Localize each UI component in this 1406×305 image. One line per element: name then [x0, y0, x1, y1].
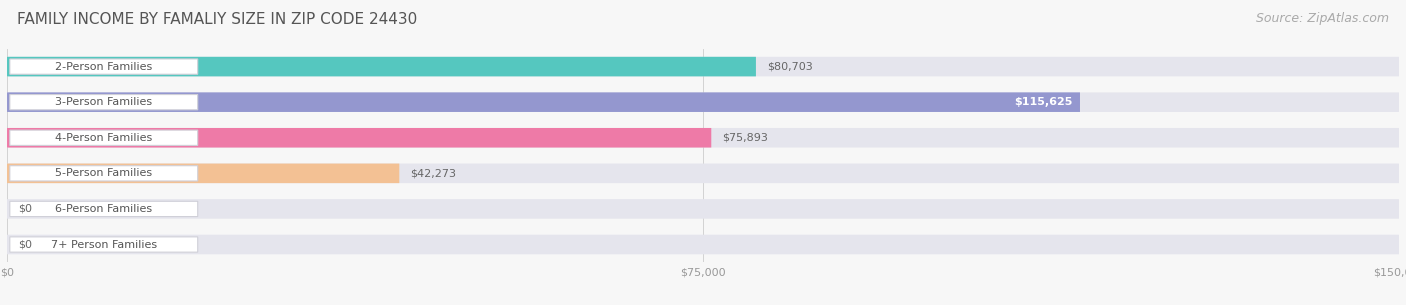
FancyBboxPatch shape	[7, 128, 711, 148]
FancyBboxPatch shape	[7, 199, 1399, 219]
FancyBboxPatch shape	[7, 235, 1399, 254]
FancyBboxPatch shape	[10, 130, 198, 145]
FancyBboxPatch shape	[7, 57, 1399, 76]
Text: $0: $0	[18, 204, 32, 214]
Text: 3-Person Families: 3-Person Families	[55, 97, 152, 107]
FancyBboxPatch shape	[10, 95, 198, 110]
FancyBboxPatch shape	[10, 166, 198, 181]
FancyBboxPatch shape	[10, 201, 198, 217]
Text: 4-Person Families: 4-Person Families	[55, 133, 152, 143]
Text: 5-Person Families: 5-Person Families	[55, 168, 152, 178]
Text: Source: ZipAtlas.com: Source: ZipAtlas.com	[1256, 12, 1389, 25]
FancyBboxPatch shape	[10, 237, 198, 252]
Text: $80,703: $80,703	[768, 62, 813, 72]
Text: 2-Person Families: 2-Person Families	[55, 62, 152, 72]
Text: 6-Person Families: 6-Person Families	[55, 204, 152, 214]
FancyBboxPatch shape	[7, 92, 1080, 112]
FancyBboxPatch shape	[7, 92, 1399, 112]
Text: FAMILY INCOME BY FAMALIY SIZE IN ZIP CODE 24430: FAMILY INCOME BY FAMALIY SIZE IN ZIP COD…	[17, 12, 418, 27]
Text: $75,893: $75,893	[723, 133, 768, 143]
FancyBboxPatch shape	[7, 163, 1399, 183]
Text: $0: $0	[18, 239, 32, 249]
Text: $42,273: $42,273	[411, 168, 457, 178]
Text: $115,625: $115,625	[1015, 97, 1073, 107]
FancyBboxPatch shape	[7, 57, 756, 76]
Text: 7+ Person Families: 7+ Person Families	[51, 239, 157, 249]
FancyBboxPatch shape	[10, 59, 198, 74]
FancyBboxPatch shape	[7, 128, 1399, 148]
FancyBboxPatch shape	[7, 163, 399, 183]
